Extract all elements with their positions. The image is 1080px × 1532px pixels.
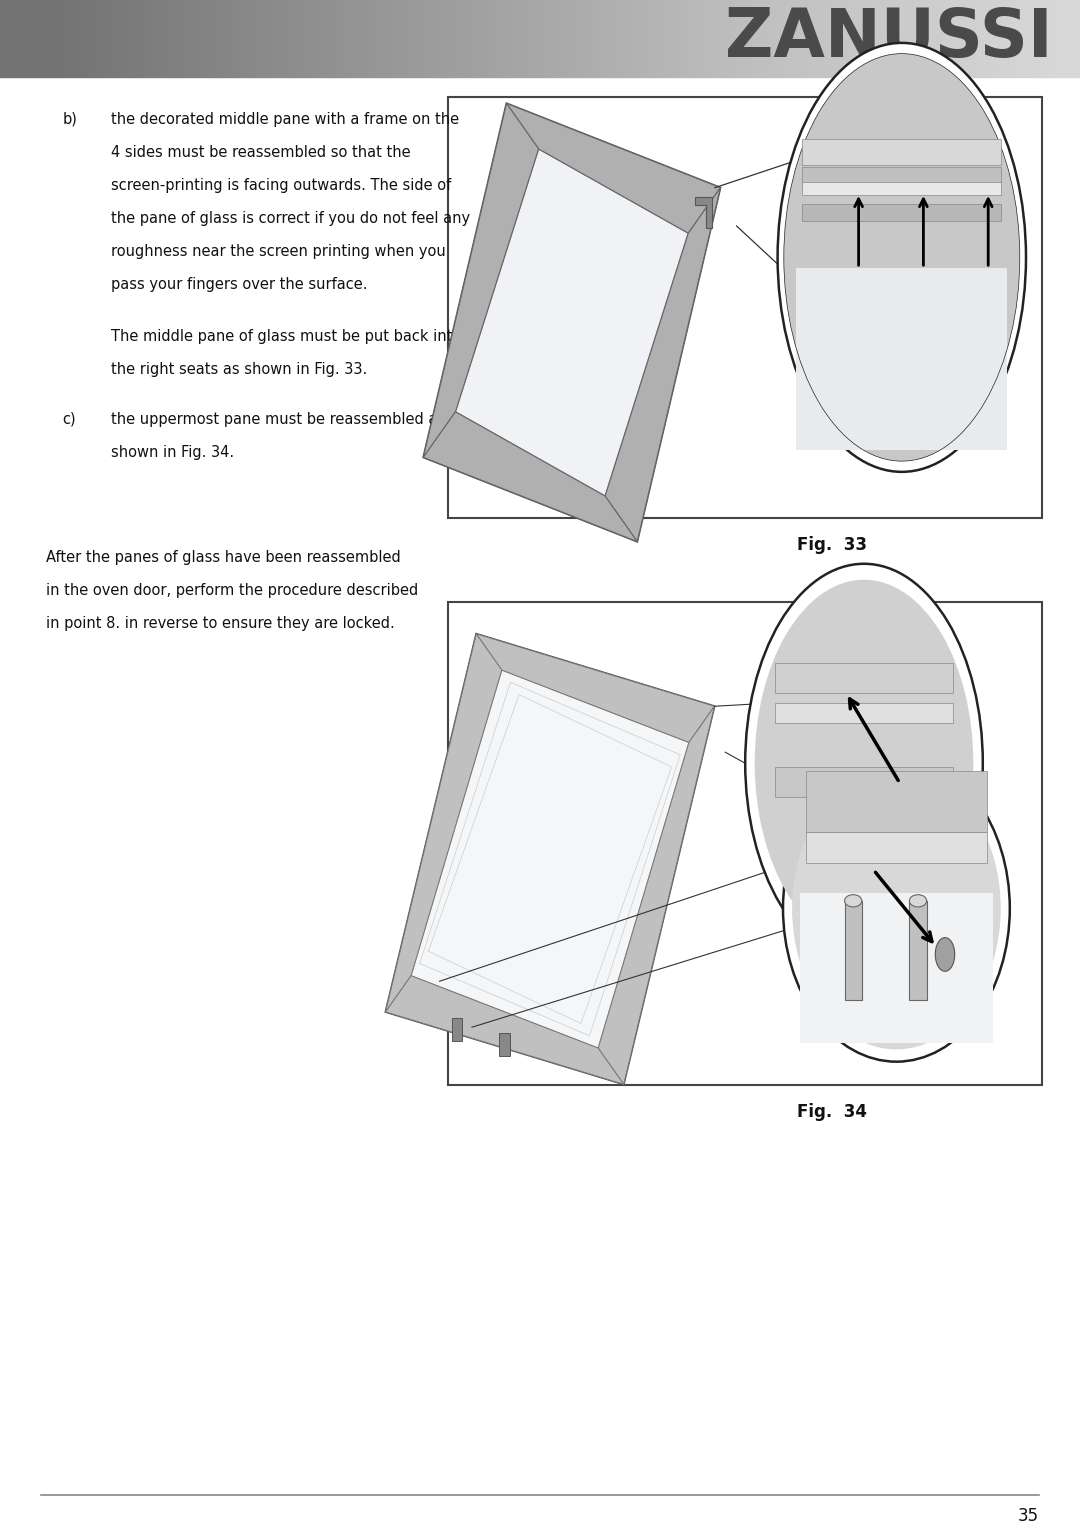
Ellipse shape	[745, 564, 983, 962]
FancyBboxPatch shape	[845, 901, 862, 1000]
Ellipse shape	[755, 579, 973, 947]
Ellipse shape	[783, 755, 1010, 1062]
Ellipse shape	[778, 43, 1026, 472]
Ellipse shape	[909, 895, 927, 907]
Text: shown in Fig. 34.: shown in Fig. 34.	[111, 444, 234, 460]
Polygon shape	[598, 706, 715, 1085]
Text: The middle pane of glass must be put back into: The middle pane of glass must be put bac…	[111, 329, 461, 345]
Ellipse shape	[935, 938, 955, 971]
Polygon shape	[802, 182, 1001, 195]
Text: the pane of glass is correct if you do not feel any: the pane of glass is correct if you do n…	[111, 211, 471, 225]
Text: in point 8. in reverse to ensure they are locked.: in point 8. in reverse to ensure they ar…	[46, 616, 395, 631]
Text: screen-printing is facing outwards. The side of: screen-printing is facing outwards. The …	[111, 178, 451, 193]
Polygon shape	[411, 669, 689, 1048]
Ellipse shape	[792, 768, 1001, 1049]
Polygon shape	[775, 663, 954, 692]
Text: c): c)	[63, 412, 77, 426]
Polygon shape	[696, 198, 712, 228]
Text: the uppermost pane must be reassembled as: the uppermost pane must be reassembled a…	[111, 412, 445, 426]
Text: ZANUSSI: ZANUSSI	[726, 5, 1053, 72]
Polygon shape	[802, 139, 1001, 165]
Polygon shape	[775, 768, 954, 797]
Text: roughness near the screen printing when you: roughness near the screen printing when …	[111, 244, 446, 259]
Polygon shape	[456, 149, 688, 496]
Text: pass your fingers over the surface.: pass your fingers over the surface.	[111, 276, 367, 291]
Polygon shape	[806, 771, 987, 832]
Text: Fig.  33: Fig. 33	[797, 536, 866, 555]
Text: the right seats as shown in Fig. 33.: the right seats as shown in Fig. 33.	[111, 362, 367, 377]
FancyBboxPatch shape	[448, 97, 1042, 518]
Polygon shape	[816, 783, 966, 938]
Polygon shape	[802, 167, 1001, 184]
FancyBboxPatch shape	[448, 602, 1042, 1085]
Polygon shape	[423, 412, 637, 542]
Polygon shape	[806, 832, 987, 863]
Polygon shape	[451, 1019, 462, 1042]
Polygon shape	[386, 976, 624, 1085]
Polygon shape	[802, 204, 1001, 221]
Polygon shape	[796, 268, 1008, 450]
FancyBboxPatch shape	[909, 901, 927, 1000]
Ellipse shape	[845, 895, 862, 907]
Text: After the panes of glass have been reassembled: After the panes of glass have been reass…	[46, 550, 401, 565]
Text: the decorated middle pane with a frame on the: the decorated middle pane with a frame o…	[111, 112, 459, 127]
Polygon shape	[800, 893, 993, 1043]
Polygon shape	[423, 104, 539, 458]
Polygon shape	[605, 188, 720, 542]
Polygon shape	[423, 104, 720, 542]
Text: in the oven door, perform the procedure described: in the oven door, perform the procedure …	[46, 582, 419, 597]
Text: 4 sides must be reassembled so that the: 4 sides must be reassembled so that the	[111, 146, 410, 159]
Text: Fig.  34: Fig. 34	[797, 1103, 866, 1121]
Polygon shape	[775, 703, 954, 723]
Polygon shape	[386, 634, 715, 1085]
Polygon shape	[476, 634, 715, 743]
Polygon shape	[499, 1033, 510, 1056]
Text: 35: 35	[1017, 1507, 1039, 1526]
Ellipse shape	[784, 54, 1020, 461]
Text: b): b)	[63, 112, 78, 127]
Polygon shape	[386, 634, 502, 1013]
Polygon shape	[507, 104, 720, 233]
